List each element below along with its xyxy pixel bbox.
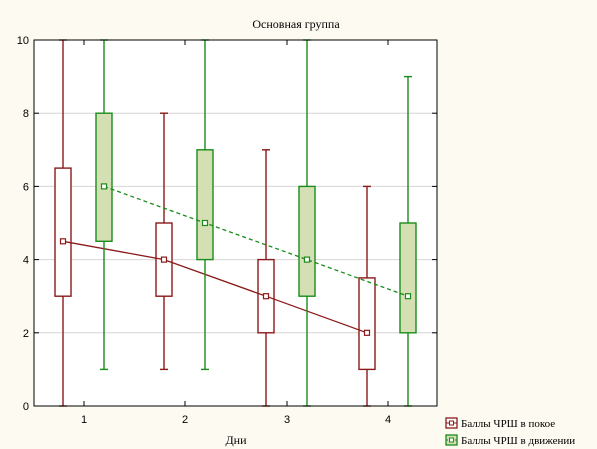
median-marker bbox=[303, 256, 311, 263]
legend-label: Баллы ЧРШ в движении bbox=[461, 435, 575, 447]
box bbox=[358, 277, 376, 371]
legend-marker bbox=[449, 420, 454, 426]
median-trend-line bbox=[62, 240, 368, 334]
median-marker bbox=[160, 256, 168, 263]
legend: Баллы ЧРШ в покое Баллы ЧРШ в движении bbox=[445, 417, 575, 447]
median-trend-line bbox=[103, 185, 409, 297]
plot-frame bbox=[33, 39, 438, 407]
box bbox=[298, 185, 316, 297]
y-tick-label: 6 bbox=[23, 181, 29, 193]
x-tick-label: 2 bbox=[182, 414, 188, 426]
legend-label: Баллы ЧРШ в покое bbox=[461, 418, 555, 430]
median-marker bbox=[201, 219, 209, 227]
x-tick-label: 1 bbox=[81, 414, 87, 426]
plot-background bbox=[34, 40, 437, 406]
box bbox=[399, 222, 417, 334]
y-tick-label: 8 bbox=[23, 108, 29, 120]
x-tick-label: 4 bbox=[385, 414, 391, 426]
y-tick-label: 2 bbox=[23, 328, 29, 340]
y-tick-label: 4 bbox=[23, 255, 29, 267]
y-tick-label: 10 bbox=[17, 35, 29, 47]
box bbox=[196, 149, 214, 261]
median-marker bbox=[404, 293, 412, 300]
median-marker bbox=[59, 238, 67, 245]
box bbox=[95, 112, 113, 243]
x-tick-label: 3 bbox=[284, 414, 290, 426]
median-marker bbox=[363, 329, 371, 336]
y-tick-label: 0 bbox=[23, 401, 29, 413]
box bbox=[54, 167, 72, 297]
chart-title: Основная группа bbox=[252, 17, 340, 31]
x-axis-label: Дни bbox=[225, 433, 247, 447]
median-marker bbox=[100, 183, 108, 190]
legend-marker bbox=[449, 437, 454, 443]
median-marker bbox=[262, 293, 270, 300]
